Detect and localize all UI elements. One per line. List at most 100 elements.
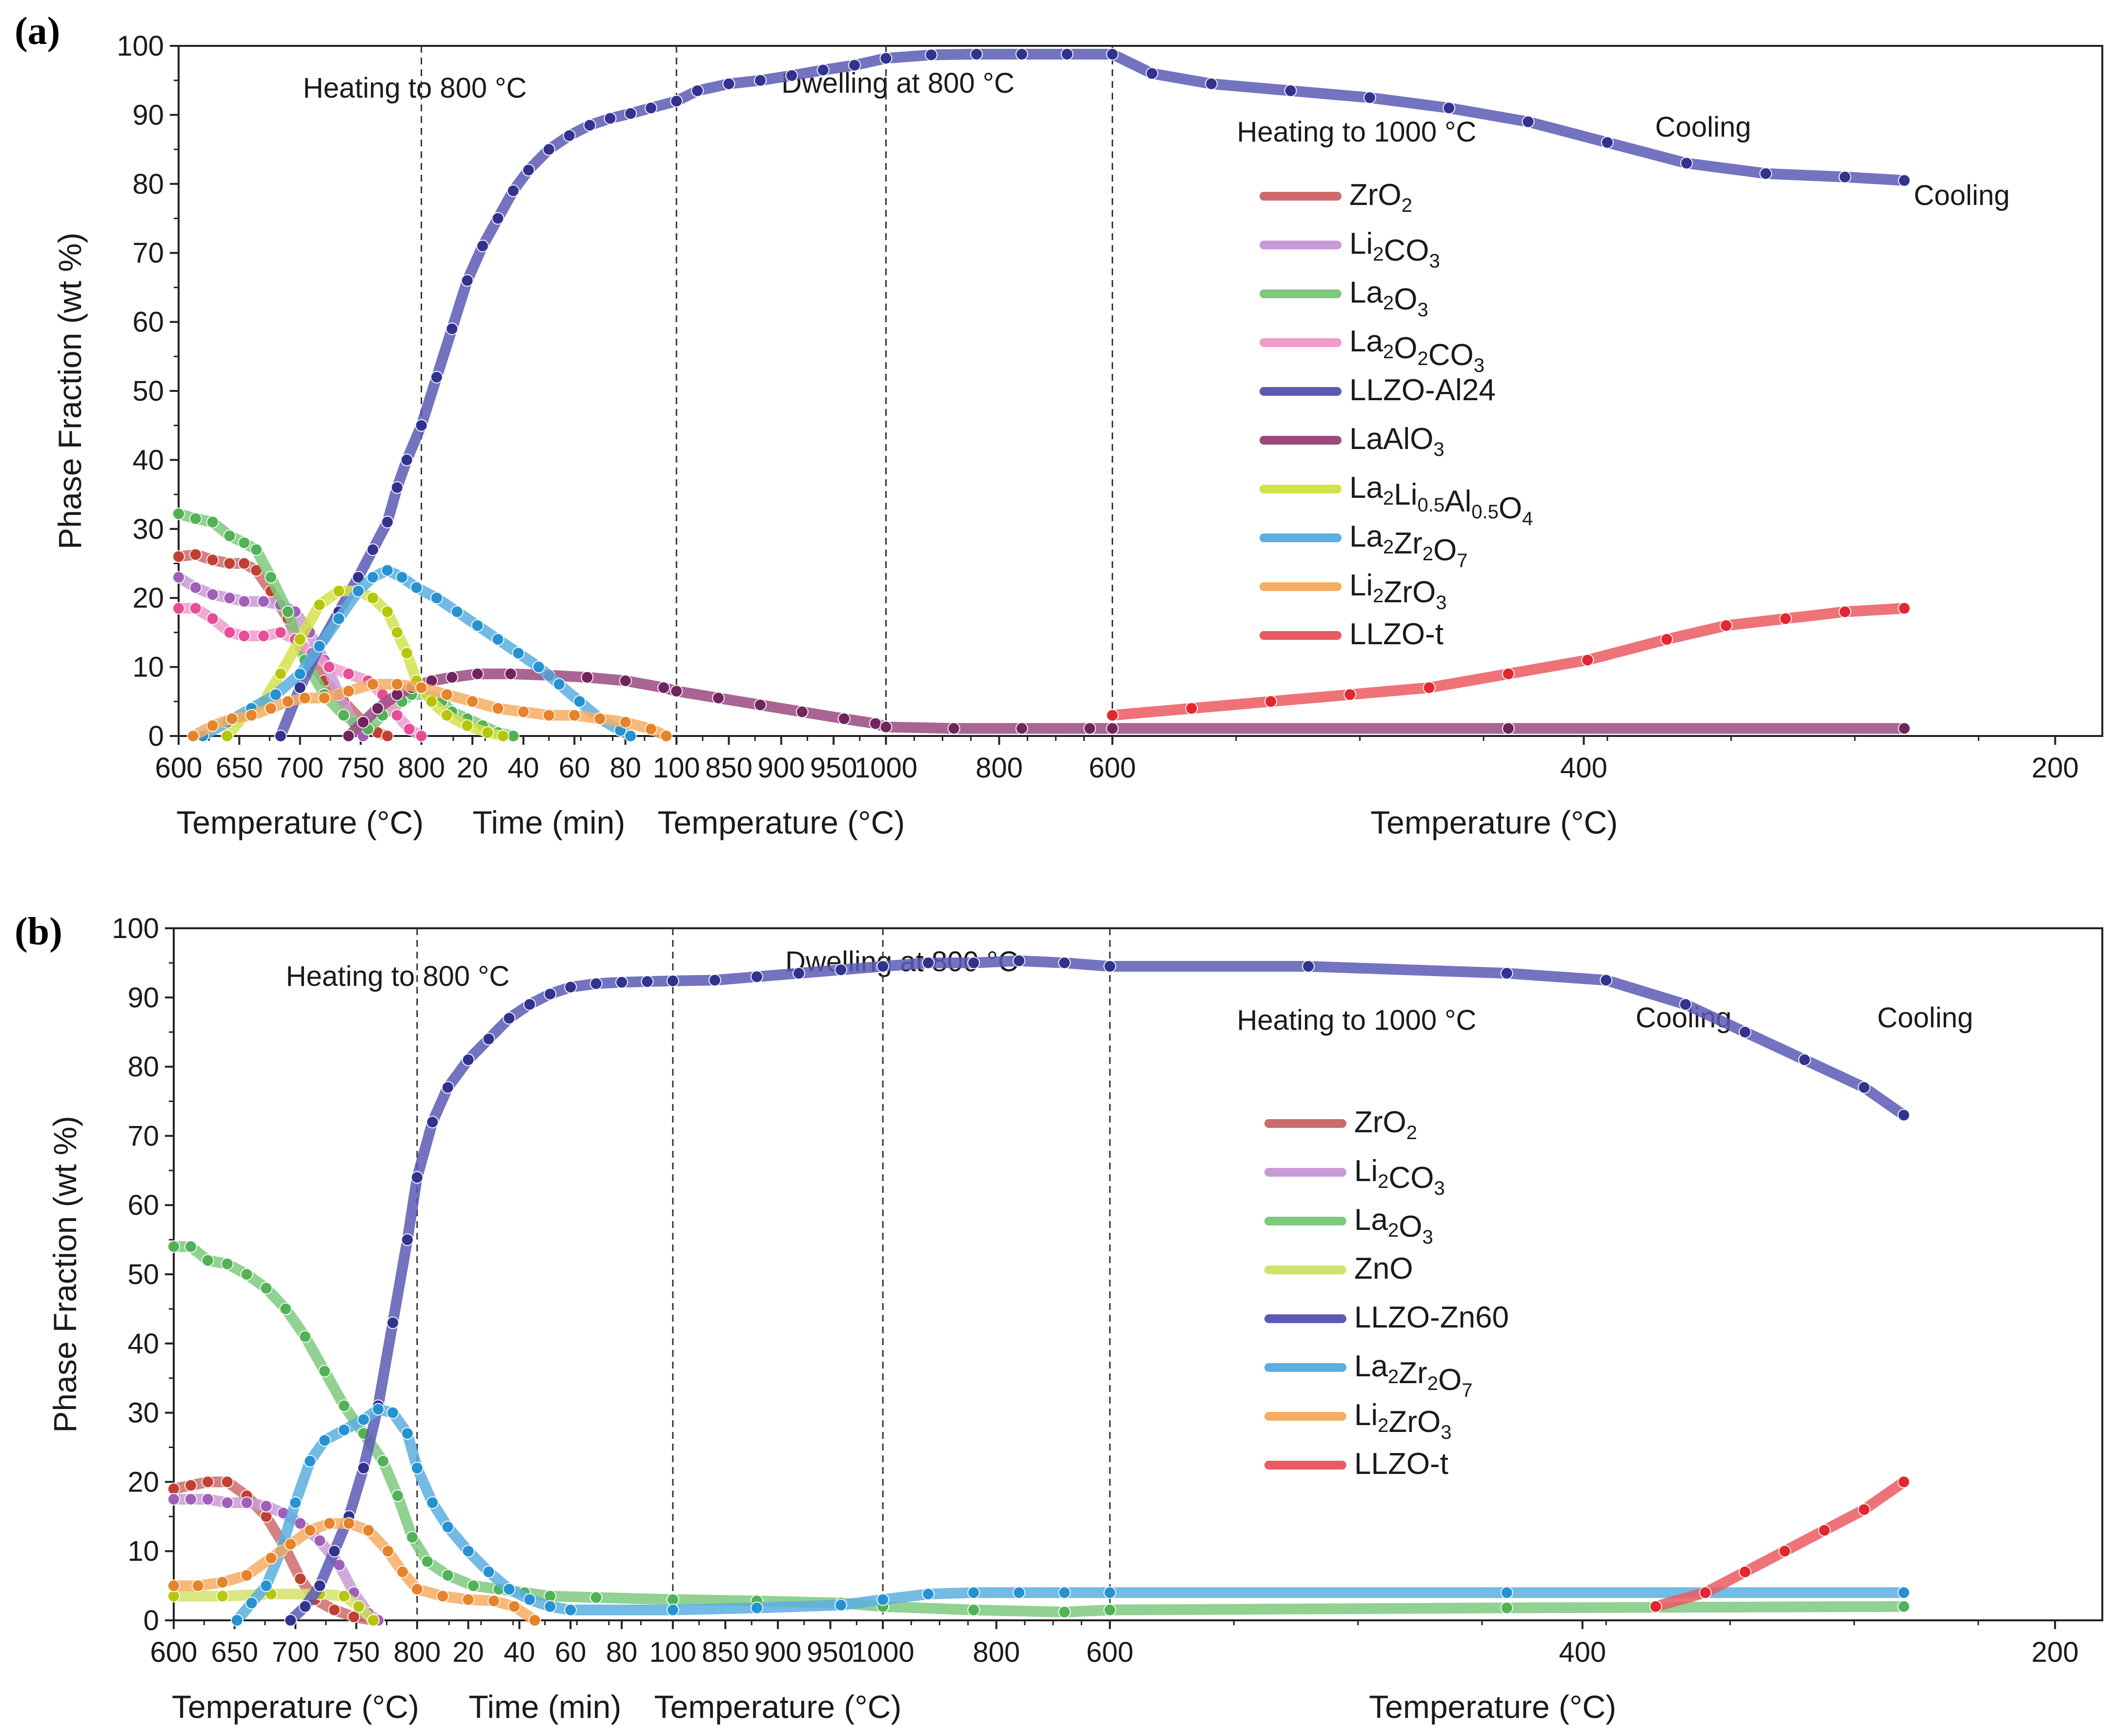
data-point [619,674,632,687]
data-point [332,612,346,625]
legend-text: O [1394,283,1417,316]
x-tick-label: 850 [705,752,752,784]
region-title: Heating to 800 °C [303,72,527,104]
legend-subscript: 3 [1417,299,1428,321]
data-point [644,722,657,735]
data-point [1058,1586,1071,1599]
data-point [206,719,219,732]
x-tick-label: 1000 [854,752,917,784]
y-tick-label: 20 [127,1466,159,1498]
data-point [386,1406,399,1419]
x-axis-label: Temperature (°C) [176,804,424,840]
data-point [318,1365,331,1378]
data-point [512,647,525,660]
x-tick-label: 400 [1560,752,1607,784]
data-point [446,322,459,335]
data-point [376,1454,389,1468]
legend-subscript: 2 [1383,292,1394,314]
legend-subscript: 0.5 [1471,501,1499,523]
data-point [947,722,960,735]
x-tick-label: 100 [653,752,700,784]
data-point [1502,722,1515,735]
data-point [342,730,355,742]
data-point [1897,1586,1911,1599]
y-tick-label: 20 [132,582,164,614]
legend-subscript: 2 [1383,341,1394,363]
y-tick-label: 40 [132,444,164,476]
data-point [467,1579,480,1593]
data-point [1106,709,1119,722]
data-point [410,1583,424,1596]
x-tick-label: 60 [559,752,590,784]
legend-text: LaAlO [1349,422,1433,456]
legend-text: ZnO [1354,1252,1413,1286]
data-point [552,677,566,691]
y-tick-label: 90 [132,99,164,131]
data-point [1103,960,1117,973]
legend-label: Li2ZrO3 [1354,1398,1452,1443]
data-point [491,702,505,715]
legend-text: ZrO [1384,575,1436,609]
x-tick-label: 750 [333,1636,380,1668]
chart-panel-b: 0 10 20 30 40 50 60 70 80 90 100 Phase Fraction (wt… [15,910,2103,1725]
data-point [1898,602,1911,615]
data-point [691,84,704,97]
data-point [337,709,350,722]
data-point [426,1496,439,1509]
y-tick-label: 70 [132,237,164,269]
data-point [1103,1603,1117,1616]
data-point [1145,67,1159,80]
data-point [172,571,185,584]
data-point [487,1594,500,1608]
x-tick-label: 900 [754,1636,802,1668]
data-point [238,557,251,570]
chart-panel-a: 0 10 20 30 40 50 60 70 80 90 100 Phase Fraction (wt… [15,10,2103,840]
legend-text: La [1349,276,1383,309]
data-point [421,1555,434,1568]
legend-text: Li [1394,478,1417,511]
data-point [347,1610,361,1623]
data-point [264,571,278,584]
data-point [366,543,379,556]
data-point [250,543,263,556]
data-point [201,1475,214,1489]
legend-text: Zr [1394,527,1423,560]
data-point [1302,960,1315,973]
data-point [332,585,346,598]
data-point [371,1403,385,1416]
data-point [879,720,893,734]
data-point [390,709,404,722]
data-point [925,48,938,61]
data-point [221,730,234,742]
data-point [876,960,890,973]
data-point [216,1576,229,1589]
data-point [491,212,505,225]
legend-label: LLZO-t [1354,1447,1448,1481]
y-axis-label: Phase Fraction (wt %) [52,232,88,549]
data-point [342,667,355,680]
data-point [1601,136,1614,149]
legend-subscript: 3 [1441,1422,1451,1443]
data-point [293,681,306,694]
data-point [313,1534,326,1547]
data-point [299,1600,312,1613]
series-line [275,48,1910,741]
data-point [221,1257,234,1270]
data-point [753,698,767,712]
data-point [238,536,251,550]
data-point [462,1545,475,1558]
data-point [240,1569,253,1582]
data-point [225,712,239,725]
x-tick-label: 1000 [852,1636,915,1668]
data-point [491,633,505,646]
series-line [187,678,672,741]
data-point [1060,47,1074,61]
y-tick-label: 80 [132,168,164,200]
data-point [284,1538,297,1551]
data-point [366,1614,380,1627]
data-point [507,184,520,197]
legend-subscript: 2 [1406,1122,1417,1144]
x-tick-label: 100 [649,1636,696,1668]
data-point [670,685,683,698]
data-point [970,47,983,61]
